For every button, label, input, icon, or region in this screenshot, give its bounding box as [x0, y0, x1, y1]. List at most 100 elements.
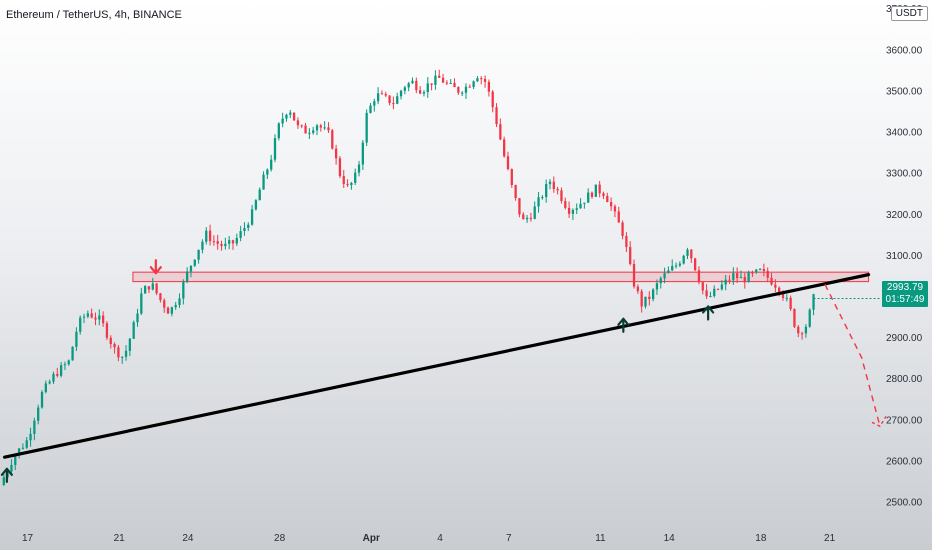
- candle-body: [193, 259, 196, 266]
- support-trendline: [2, 273, 871, 459]
- candle-body: [659, 278, 662, 284]
- candle-body: [598, 184, 601, 194]
- candle-body: [594, 184, 597, 197]
- candle-body: [552, 181, 555, 190]
- price-axis-label: 2600.00: [886, 456, 923, 467]
- candle-body: [571, 209, 575, 214]
- candle-body: [308, 132, 311, 134]
- candle-body: [128, 338, 132, 351]
- candle-body: [533, 206, 536, 219]
- candle-body: [342, 176, 345, 184]
- candle-body: [350, 182, 353, 186]
- candle-body: [686, 249, 689, 256]
- candle-body: [621, 222, 624, 236]
- candle-body: [579, 203, 582, 209]
- candle-body: [258, 189, 261, 201]
- candle-body: [778, 287, 781, 293]
- down-arrow-icon: [149, 259, 162, 275]
- candle-body: [575, 208, 578, 210]
- candle-body: [208, 230, 212, 242]
- candle-body: [499, 124, 502, 140]
- candle-body: [67, 360, 70, 365]
- candle-body: [56, 373, 59, 376]
- candle-body: [101, 315, 105, 324]
- candle-body: [384, 94, 387, 96]
- candle-body: [48, 381, 51, 384]
- candle-body: [674, 265, 678, 267]
- candle-body: [690, 249, 693, 259]
- price-axis-label: 2500.00: [886, 498, 923, 509]
- candle-body: [124, 350, 128, 357]
- up-arrow-icon: [0, 467, 13, 483]
- candle-body: [464, 86, 468, 93]
- currency-badge[interactable]: USDT: [890, 6, 928, 21]
- candle-body: [739, 277, 743, 279]
- candle-body: [411, 80, 414, 84]
- candle-body: [693, 258, 697, 271]
- candle-body: [774, 284, 777, 288]
- candle-body: [289, 112, 292, 115]
- candle-body: [506, 156, 510, 170]
- candle-body: [732, 273, 735, 281]
- candle-body: [449, 82, 452, 84]
- time-axis-label: 17: [22, 533, 34, 544]
- candle-body: [334, 148, 338, 159]
- candle-body: [560, 190, 563, 202]
- candle-body: [625, 235, 628, 248]
- candle-body: [37, 407, 40, 421]
- candle-body: [487, 81, 491, 92]
- candle-body: [216, 241, 219, 244]
- time-axis-label: Apr: [363, 533, 380, 544]
- price-axis-label: 2700.00: [886, 415, 923, 426]
- last-price: 2993.79: [886, 282, 924, 293]
- candle-body: [682, 255, 685, 264]
- time-axis-label: 14: [664, 533, 676, 544]
- candle-body: [629, 247, 632, 265]
- candle-body: [461, 92, 464, 94]
- candle-body: [720, 284, 724, 290]
- candle-body: [716, 288, 720, 290]
- candle-body: [25, 440, 28, 448]
- projection-arrowhead: [871, 415, 887, 428]
- candle-body: [201, 241, 204, 250]
- candle-body: [770, 277, 773, 285]
- candle-body: [365, 112, 368, 143]
- candle-body: [399, 90, 403, 97]
- candle-body: [503, 139, 506, 157]
- candle-body: [495, 107, 498, 125]
- candle-body: [808, 309, 811, 327]
- candle-body: [617, 211, 620, 223]
- candle-body: [522, 214, 525, 220]
- candle-body: [564, 201, 567, 208]
- candle-body: [785, 297, 788, 299]
- candle-body: [644, 296, 647, 307]
- candle-body: [170, 307, 174, 314]
- candle-body: [75, 331, 78, 347]
- projection-path: [824, 284, 881, 427]
- candle-body: [529, 217, 533, 219]
- candle-body: [331, 130, 334, 149]
- candle-body: [407, 83, 410, 88]
- candle-body: [319, 125, 322, 128]
- candle-body: [29, 433, 32, 441]
- resistance-zone: [132, 271, 870, 283]
- countdown: 01:57:49: [885, 294, 925, 305]
- price-axis-label: 3300.00: [886, 169, 923, 180]
- candle-body: [136, 313, 139, 323]
- candle-body: [728, 279, 731, 281]
- candle-body: [636, 286, 639, 292]
- candle-body: [453, 82, 456, 88]
- candle-body: [155, 283, 158, 294]
- candle-body: [556, 189, 559, 191]
- candle-body: [105, 323, 109, 338]
- candle-body: [743, 277, 746, 283]
- candle-body: [567, 207, 571, 214]
- candle-body: [71, 346, 74, 361]
- candle-body: [445, 82, 449, 84]
- candle-body: [346, 183, 349, 186]
- price-axis-label: 2900.00: [886, 333, 923, 344]
- candle-body: [441, 77, 445, 83]
- candle-body: [609, 202, 613, 207]
- time-axis-label: 28: [274, 533, 286, 544]
